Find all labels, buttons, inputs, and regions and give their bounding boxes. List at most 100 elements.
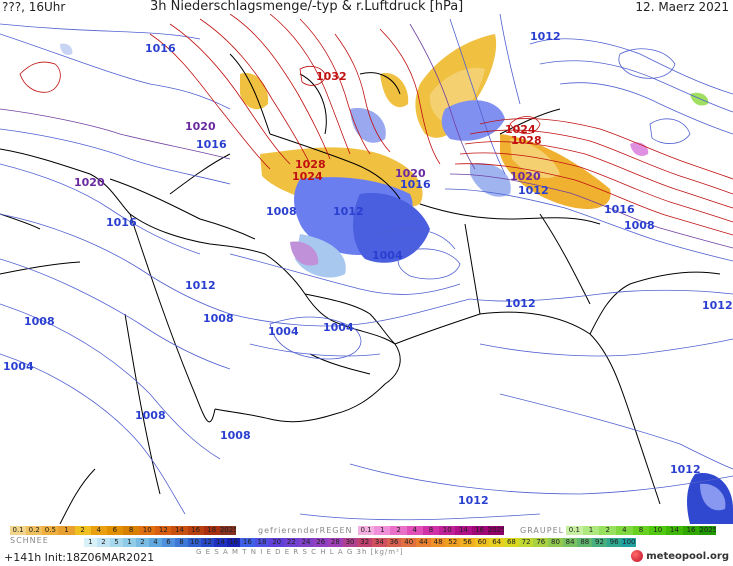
legend-graupel-swatch: 1 <box>582 526 600 535</box>
legend-snow-swatch: 1 <box>123 538 136 547</box>
legend-snow-swatch: 14 <box>214 538 227 547</box>
legend-rain-swatch: 0.2 <box>26 526 43 535</box>
legend-rain-swatch: 2025+ <box>219 526 236 535</box>
isobar-label: 1016 <box>106 216 137 229</box>
legend-snow-swatch: 4 <box>149 538 162 547</box>
meteopool-logo-icon <box>631 550 644 562</box>
meteopool-logo: meteopool.org <box>631 550 729 562</box>
init-time-label: +141h Init:18Z06MAR2021 <box>4 551 155 564</box>
isobar-label: 1008 <box>24 315 55 328</box>
isobar-label: 1024 <box>292 170 323 183</box>
legend-snow-swatch: 10 <box>188 538 201 547</box>
forecast-time-label: ???, 16Uhr <box>2 0 66 14</box>
isobar-label: 1012 <box>670 463 701 476</box>
legend-freezing-rain-swatch: 0.1 <box>358 526 375 535</box>
legend-total-swatch: 100 <box>621 538 636 547</box>
legend-total-swatch: 16 <box>240 538 255 547</box>
legend-freezing-rain-swatch: 2 <box>390 526 407 535</box>
isobar-label: 1020 <box>510 170 541 183</box>
legend-total-swatch: 96 <box>606 538 622 547</box>
isobar-label: 1020 <box>74 176 105 189</box>
legend-rain-swatch: 8 <box>122 526 140 535</box>
legend-total-swatch: 32 <box>357 538 373 547</box>
legend-graupel-swatch: 4 <box>616 526 633 535</box>
isobar-label: 1024 <box>505 123 536 136</box>
legend-freezing-rain-swatch: 8 <box>422 526 440 535</box>
isobar-label: 1012 <box>185 279 216 292</box>
isobar-label: 1020 <box>185 120 216 133</box>
legend-total-swatch: 34 <box>372 538 387 547</box>
legend-total-swatch: 28 <box>328 538 343 547</box>
isobar-label: 1008 <box>266 205 297 218</box>
isobar-label: 1016 <box>604 203 635 216</box>
legend-graupel-swatch: 2025+ <box>699 526 716 535</box>
isobar-label: 1012 <box>458 494 489 507</box>
legend-total-swatch: 72 <box>518 538 534 547</box>
legend-graupel-label: GRAUPEL <box>520 526 565 535</box>
legend-freezing-rain-swatch: 10 <box>439 526 456 535</box>
isobar-label: 1016 <box>400 178 431 191</box>
isobar-label: 1028 <box>295 158 326 171</box>
forecast-date: 12. Maerz 2021 <box>635 0 729 14</box>
legend-rain-swatch: 16 <box>187 526 204 535</box>
legend-total-swatch: 30 <box>342 538 358 547</box>
legend-rain-swatch: 6 <box>106 526 123 535</box>
legend-rain-swatch: 0.1 <box>10 526 27 535</box>
legend-total-swatch: 52 <box>445 538 461 547</box>
isobar-label: 1012 <box>518 184 549 197</box>
legend-total-swatch: 20 <box>269 538 285 547</box>
legend-snow-swatch: 8 <box>175 538 188 547</box>
legend-snow-label: SCHNEE <box>10 536 49 545</box>
isobar-label: 1012 <box>702 299 733 312</box>
isobars <box>0 14 733 521</box>
legend-freezing-rain-swatch: 4 <box>406 526 423 535</box>
isobar-label: 1032 <box>316 70 347 83</box>
legend-total-swatch: 36 <box>386 538 402 547</box>
isobar-label: 1008 <box>135 409 166 422</box>
legend-graupel-swatch: 2 <box>599 526 617 535</box>
legend-graupel-swatch: 0.1 <box>566 526 583 535</box>
legend-total-swatch: 88 <box>577 538 593 547</box>
legend-freezing-rain-label: gefrierenderREGEN <box>258 526 353 535</box>
legend-snow-swatch: 2 <box>136 538 149 547</box>
legend-rain-swatch: 10 <box>139 526 156 535</box>
legend-rain-swatch: 18 <box>203 526 220 535</box>
isobar-label: 1008 <box>624 219 655 232</box>
legend-rain-swatch: 12 <box>155 526 172 535</box>
legend-rain-swatch: 1 <box>58 526 75 535</box>
legend-graupel-swatch: 10 <box>649 526 667 535</box>
legend-total-swatch: 26 <box>313 538 329 547</box>
legend-snow-swatch: 5 <box>110 538 123 547</box>
coastlines <box>0 53 721 524</box>
isobar-label: 1028 <box>511 134 542 147</box>
isobar-label: 1008 <box>203 312 234 325</box>
legend-freezing-rain-swatch: 16 <box>471 526 488 535</box>
isobar-label: 1004 <box>323 321 354 334</box>
legend-snow-swatch: 16 <box>227 538 240 547</box>
isobar-label: 1004 <box>3 360 34 373</box>
legend-rain-swatch: 2 <box>74 526 91 535</box>
isobar-label: 1012 <box>530 30 561 43</box>
legend-total-swatch: 80 <box>548 538 563 547</box>
legend-total-swatch: 24 <box>298 538 314 547</box>
legend-snow-swatch: 2 <box>97 538 110 547</box>
meteopool-brand-text: meteopool.org <box>646 550 729 562</box>
map-title: 3h Niederschlagsmenge/-typ & r.Luftdruck… <box>150 0 464 14</box>
legend-total-swatch: 56 <box>460 538 475 547</box>
legend-total-swatch: 40 <box>401 538 417 547</box>
legend-total-swatch: 76 <box>533 538 549 547</box>
isobar-label: 1016 <box>196 138 227 151</box>
isobar-label: 1012 <box>333 205 364 218</box>
legend-total-swatch: 68 <box>504 538 519 547</box>
legend-rain-swatch: 4 <box>90 526 107 535</box>
legend-snow-swatch: 6 <box>162 538 175 547</box>
legend-total-swatch: 48 <box>430 538 446 547</box>
legend-graupel-swatch: 8 <box>632 526 650 535</box>
isobar-label: 1004 <box>372 249 403 262</box>
isobar-label: 1016 <box>145 42 176 55</box>
isobar-labels: 1016 1012 1032 1020 1016 1024 1028 1020 … <box>3 30 733 507</box>
isobar-label: 1020 <box>395 167 426 180</box>
